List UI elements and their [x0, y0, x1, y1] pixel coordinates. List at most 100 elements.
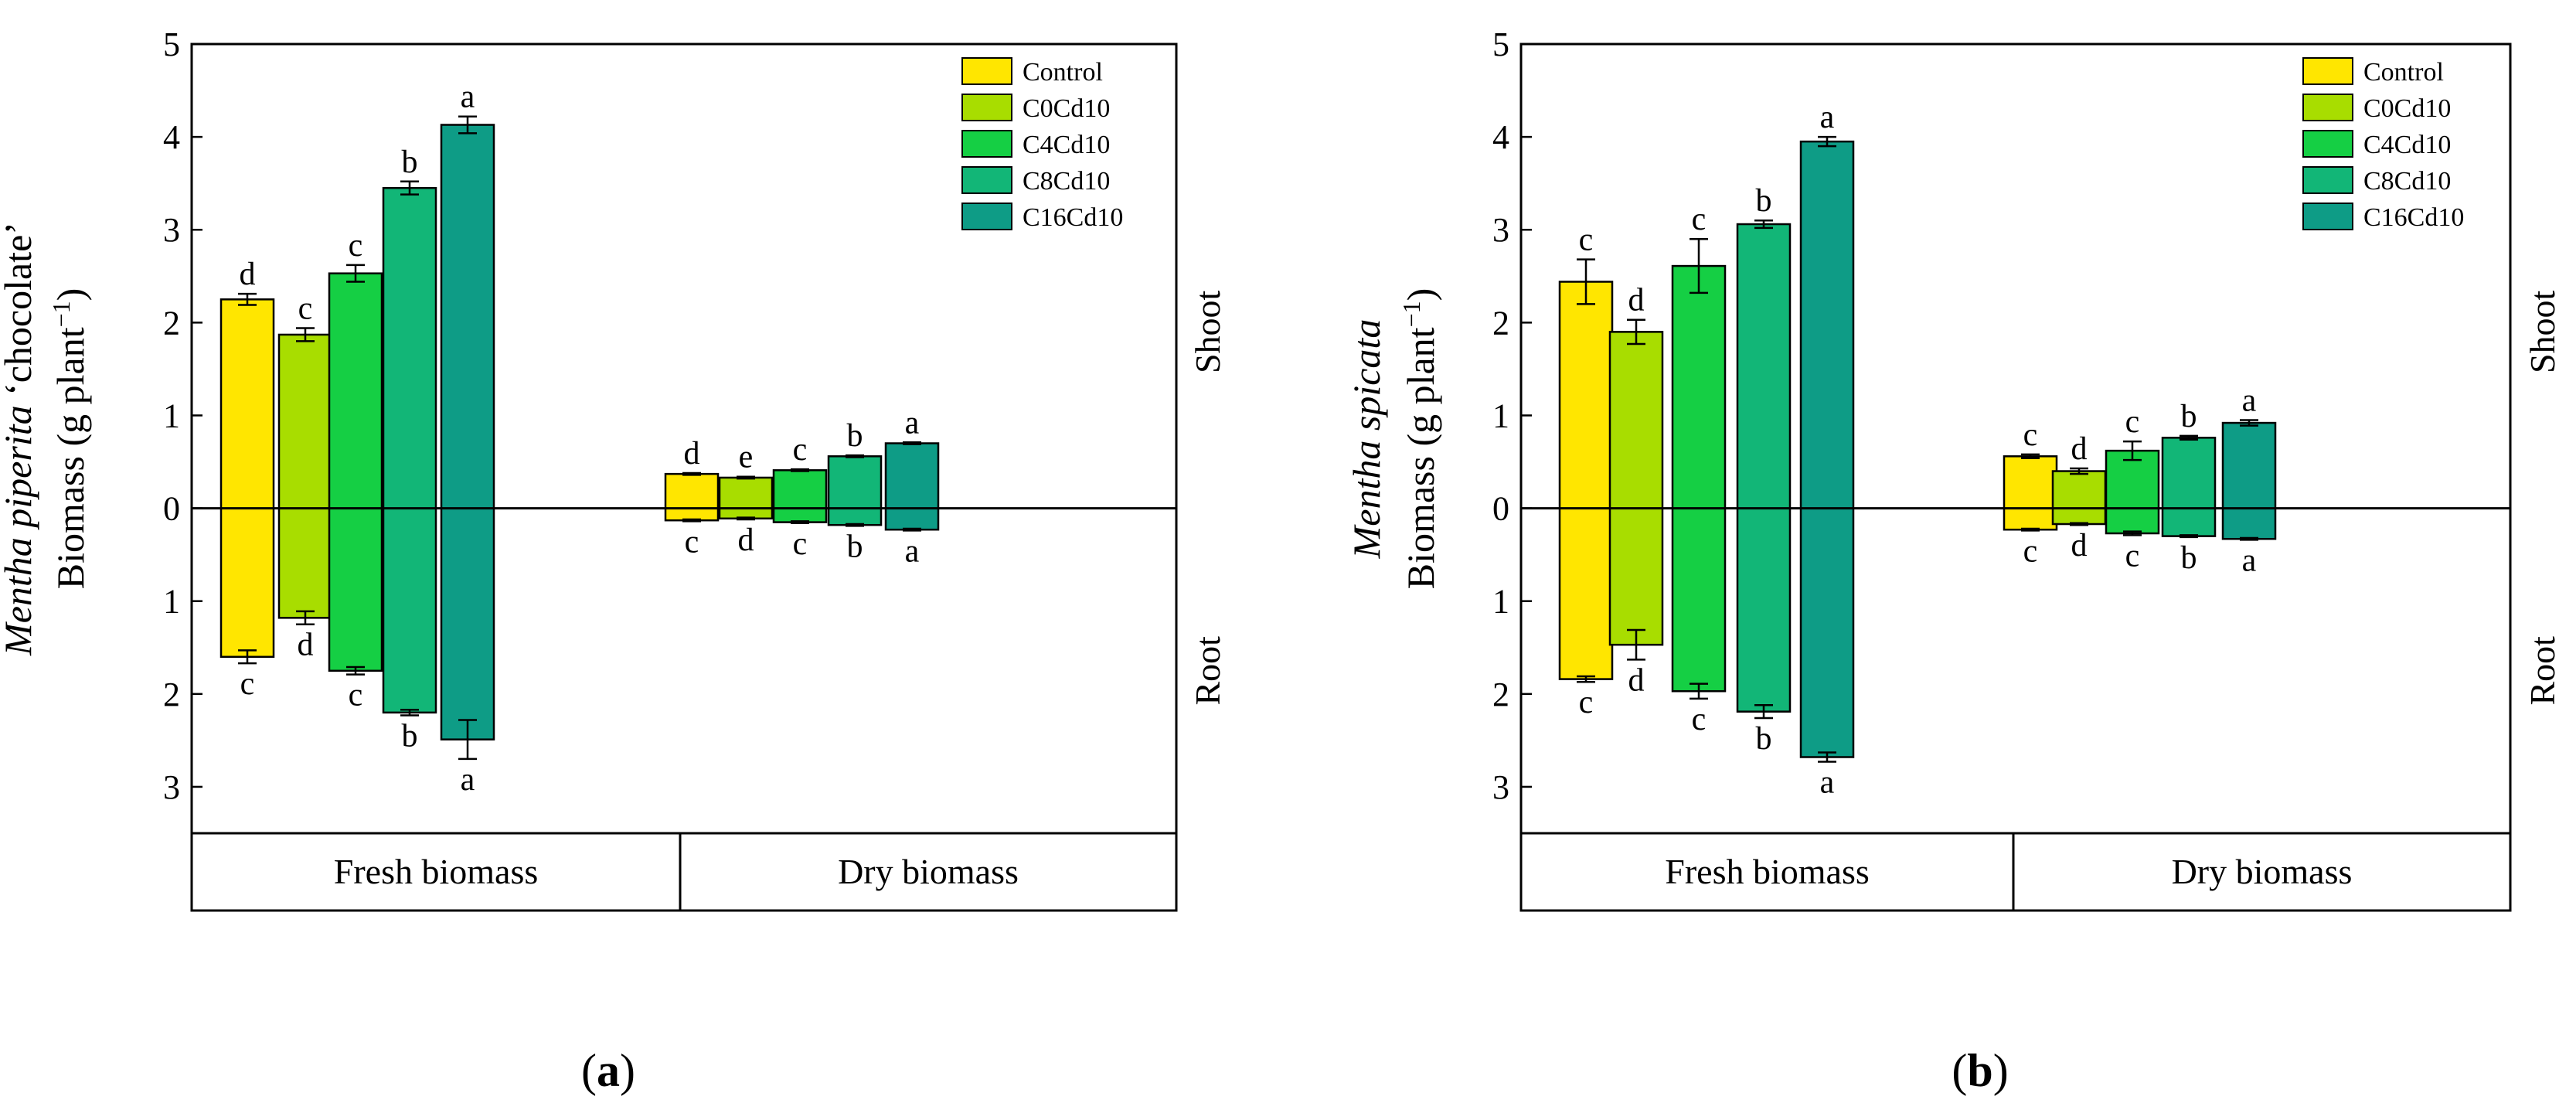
panel-b-ylabel-text: Biomass (g plant	[1399, 327, 1442, 589]
panel-a-ylabel-text: Biomass (g plant	[49, 327, 92, 589]
panel-b-shoot-significance-letter: b	[2181, 399, 2197, 434]
panel-a-shoot-significance-letter: a	[461, 80, 475, 115]
panel-b-shoot-significance-letter: c	[1579, 223, 1594, 258]
panel-a-ytick-label: 0	[163, 490, 180, 528]
panel-b-bar	[1558, 281, 1614, 680]
panel-b-ytick-label: 1	[1492, 397, 1509, 434]
panel-b-bar	[1608, 331, 1664, 646]
panel-b-ytick-label: 2	[1492, 304, 1509, 342]
panel-a-ylabel-main: Biomass (g plant−1)	[47, 288, 92, 590]
panel-a-panel-label-close: )	[620, 1045, 635, 1096]
panel-a-bar	[664, 472, 720, 522]
panel-a-legend-label: C4Cd10	[1023, 131, 1110, 159]
panel-a-bar	[277, 333, 333, 619]
panel-b-legend-swatch	[2302, 130, 2353, 158]
panel-b-root-significance-letter: b	[2181, 540, 2197, 576]
panel-b-group-label: Dry biomass	[2172, 852, 2353, 891]
panel-b-root-significance-letter: b	[1756, 721, 1772, 757]
panel-b-bar	[1671, 264, 1727, 693]
panel-a-legend-swatch	[961, 130, 1012, 158]
panel-b-legend-label: C8Cd10	[2363, 167, 2451, 196]
panel-b-shoot-significance-letter: b	[1756, 183, 1772, 219]
panel-a-panel-label-open: (	[581, 1045, 597, 1096]
panel-b-shoot-significance-letter: a	[2242, 383, 2257, 418]
panel-b-shoot-significance-letter: c	[2125, 404, 2140, 440]
panel-a-ytick-label: 4	[163, 118, 180, 156]
panel-a-shoot-significance-letter: d	[684, 436, 700, 471]
panel-b-ytick-label: 4	[1492, 118, 1509, 156]
panel-b-shoot-significance-letter: c	[2023, 417, 2038, 453]
panel-a-legend-label: C16Cd10	[1023, 203, 1123, 232]
panel-a-shoot-significance-letter: e	[739, 440, 754, 475]
panel-b-bar	[2003, 455, 2058, 531]
panel-b-root-significance-letter: d	[1628, 662, 1645, 698]
panel-b-root-significance-letter: c	[1692, 702, 1707, 737]
panel-a-root-significance-letter: c	[240, 666, 255, 702]
panel-a-legend-swatch	[961, 166, 1012, 194]
panel-b-legend-swatch	[2302, 166, 2353, 194]
panel-b-legend-swatch	[2302, 57, 2353, 85]
panel-b-ytick-label: 2	[1492, 676, 1509, 713]
panel-b-panel-label-close: )	[1993, 1045, 2009, 1096]
panel-a-shoot-significance-letter: b	[847, 418, 863, 454]
panel-b-legend-swatch	[2302, 94, 2353, 121]
panel-a-bar	[219, 298, 275, 659]
panel-b-legend-label: Control	[2363, 58, 2444, 87]
panel-a-ylabel-species-suffix: ‘chocolate’	[0, 222, 39, 405]
panel-b-plot-frame	[1519, 43, 2512, 835]
panel-a-shoot-significance-letter: d	[240, 257, 256, 292]
panel-b-panel-label-open: (	[1952, 1045, 1967, 1096]
panel-a-group-label: Dry biomass	[838, 852, 1019, 891]
panel-a-root-significance-letter: d	[298, 628, 314, 663]
panel-a-group-label: Fresh biomass	[334, 852, 539, 891]
panel-a-ytick-label: 5	[163, 26, 180, 63]
panel-a-ylabel-close: )	[49, 288, 92, 301]
panel-b-panel-label: (b)	[1952, 1045, 2008, 1096]
panel-a-root-significance-letter: c	[349, 678, 363, 713]
panel-a-ytick-label: 2	[163, 304, 180, 342]
panel-b-ylabel-close: )	[1399, 288, 1442, 301]
panel-b-legend-swatch	[2302, 203, 2353, 230]
panel-b-root-significance-letter: d	[2071, 528, 2088, 563]
panel-b-bar	[2221, 421, 2277, 540]
panel-b-ytick-label: 3	[1492, 211, 1509, 249]
panel-b-bar	[1736, 223, 1792, 713]
panel-b-root-significance-letter: c	[2023, 533, 2038, 569]
panel-b-shoot-significance-letter: a	[1820, 100, 1835, 135]
panel-a-ylabel-exponent: −1	[47, 301, 75, 327]
panel-b-legend-label: C16Cd10	[2363, 203, 2464, 232]
panel-a-root-significance-letter: b	[847, 529, 863, 564]
panel-a-root-significance-letter: d	[738, 523, 754, 558]
panel-a-legend-swatch	[961, 203, 1012, 230]
panel-b-bar	[2105, 449, 2160, 535]
panel-b-shoot-label: Shoot	[2523, 290, 2562, 373]
panel-a-shoot-significance-letter: c	[298, 291, 313, 327]
panel-a-root-significance-letter: a	[905, 533, 920, 569]
panel-a-shoot-significance-letter: c	[349, 228, 363, 264]
panel-a-root-label: Root	[1188, 636, 1227, 706]
panel-b-legend-label: C0Cd10	[2363, 94, 2451, 123]
panel-b-shoot-significance-letter: c	[1692, 202, 1707, 237]
panel-b-ytick-label: 3	[1492, 768, 1509, 806]
panel-a-bar	[382, 186, 437, 714]
panel-a-ytick-label: 1	[163, 397, 180, 434]
panel-b-root-significance-letter: a	[2242, 543, 2257, 578]
panel-b-ytick-label: 0	[1492, 490, 1509, 528]
panel-a-ylabel-species-name: Mentha piperita	[0, 405, 39, 656]
panel-a-bar	[772, 469, 828, 523]
panel-b-ylabel-species: Mentha spicata	[1345, 319, 1388, 560]
panel-a-category-box	[190, 832, 1178, 912]
panel-a-legend-label: C0Cd10	[1023, 94, 1110, 123]
panel-a-bar	[718, 476, 774, 520]
panel-b-ylabel-main: Biomass (g plant−1)	[1397, 288, 1442, 590]
panel-b-group-label: Fresh biomass	[1665, 852, 1870, 891]
panel-a-bar	[827, 455, 883, 526]
panel-a-legend-swatch	[961, 57, 1012, 85]
panel-a-ylabel-species: Mentha piperita ‘chocolate’	[0, 222, 39, 656]
panel-a-root-significance-letter: a	[461, 762, 475, 798]
panel-a-ytick-label: 3	[163, 768, 180, 806]
panel-a-root-significance-letter: b	[402, 718, 418, 754]
panel-b-root-label: Root	[2523, 636, 2562, 706]
panel-b-panel-label-letter: b	[1967, 1045, 1992, 1096]
